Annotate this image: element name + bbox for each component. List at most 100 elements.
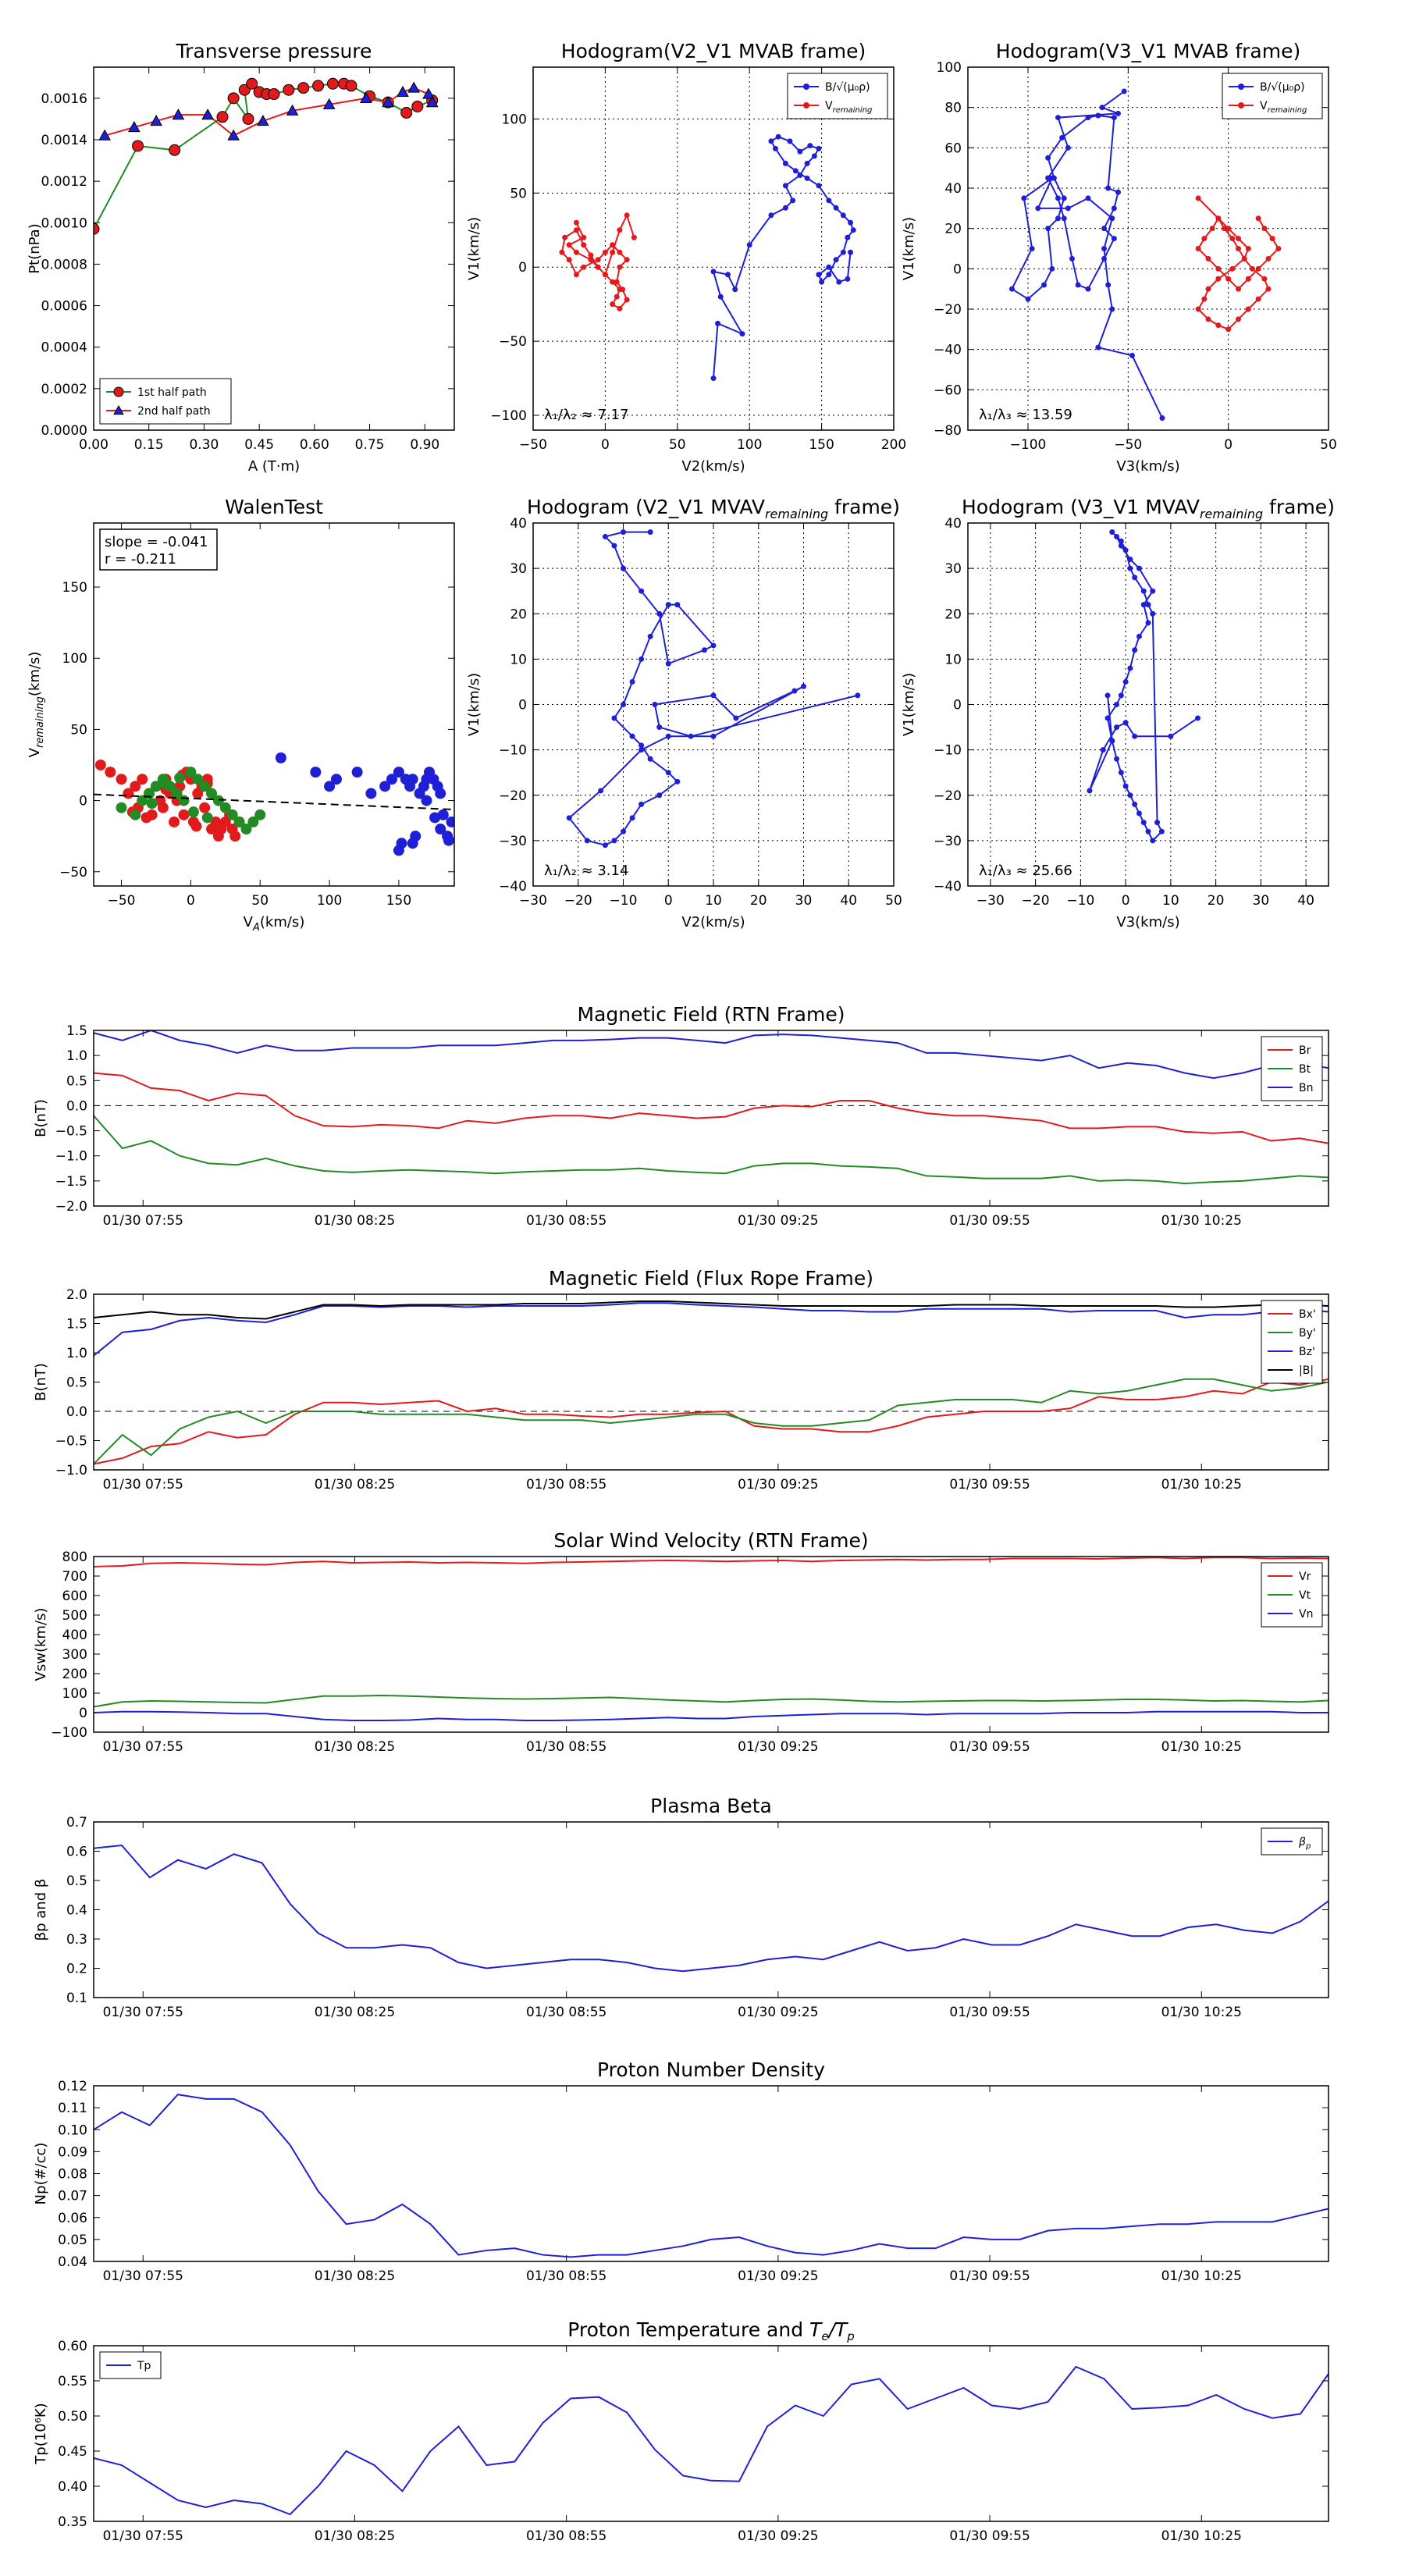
x-tick-label: 0.30 <box>189 437 219 453</box>
plot-area <box>94 2094 1329 2258</box>
data-point <box>1114 724 1120 731</box>
plot-frame <box>93 2345 1329 2522</box>
y-tick-label: 0 <box>79 794 87 809</box>
y-tick-label: 0.0 <box>66 1404 87 1420</box>
data-point <box>1121 88 1127 94</box>
y-tick-label: 1.0 <box>66 1346 87 1361</box>
data-point <box>584 838 590 844</box>
data-point <box>247 816 259 827</box>
y-tick-label: 0.06 <box>58 2211 87 2226</box>
data-point <box>624 257 630 263</box>
data-point <box>254 809 266 820</box>
y-tick-label: 100 <box>62 651 87 667</box>
legend-label: Tp <box>137 2360 151 2372</box>
data-point <box>1127 665 1133 671</box>
data-point <box>595 264 601 270</box>
data-point <box>845 276 851 282</box>
data-point <box>790 197 796 204</box>
y-tick-label: −100 <box>51 1725 87 1741</box>
plot-area <box>94 77 439 235</box>
series-vt <box>94 1694 1329 1708</box>
x-tick-label: 0.60 <box>300 437 329 453</box>
y-axis-label: Vsw(km/s) <box>33 1608 49 1681</box>
data-point <box>710 733 717 739</box>
data-point <box>171 788 183 799</box>
plot-frame <box>93 1821 1329 1998</box>
data-point <box>94 760 106 770</box>
data-point <box>715 320 721 326</box>
data-point <box>1215 215 1222 222</box>
legend-item: By' <box>1268 1327 1316 1340</box>
data-point <box>1065 205 1071 212</box>
data-point <box>1236 236 1241 242</box>
data-point <box>647 633 653 639</box>
data-point <box>638 656 645 662</box>
data-point <box>768 138 774 144</box>
y-tick-label: 100 <box>62 1686 87 1702</box>
data-point <box>1132 733 1138 739</box>
y-tick-label: 500 <box>62 1608 87 1624</box>
data-point <box>105 767 116 778</box>
data-point <box>848 249 854 255</box>
x-tick-label: 30 <box>1253 893 1270 909</box>
x-tick-label: 01/30 07:55 <box>103 1739 183 1755</box>
x-tick-label: 01/30 08:55 <box>526 2268 606 2284</box>
x-tick-label: 01/30 08:55 <box>526 2005 606 2020</box>
data-point <box>811 153 817 159</box>
data-point <box>229 831 241 842</box>
data-point <box>1140 820 1147 826</box>
data-point <box>562 234 568 240</box>
x-tick-label: 0.75 <box>355 437 385 453</box>
legend-label: Bz' <box>1299 1346 1315 1358</box>
data-point <box>310 767 322 778</box>
series-line <box>94 1302 1329 1357</box>
data-point <box>581 264 587 270</box>
data-point <box>1150 838 1156 844</box>
series-line <box>94 1378 1329 1465</box>
x-tick-label: 01/30 09:55 <box>949 1213 1030 1229</box>
data-point <box>174 772 186 784</box>
data-point <box>611 715 617 721</box>
x-tick-label: 01/30 08:55 <box>526 1739 606 1755</box>
x-tick-label: 01/30 10:25 <box>1161 1739 1242 1755</box>
data-point <box>1236 286 1241 292</box>
data-point <box>629 815 635 821</box>
data-point <box>1114 702 1120 707</box>
legend-label: Br <box>1299 1044 1311 1057</box>
data-point <box>1229 236 1236 242</box>
data-point <box>772 145 778 151</box>
y-tick-label: 800 <box>62 1550 87 1565</box>
series-line <box>712 136 855 379</box>
data-point <box>1059 134 1065 141</box>
data-point <box>598 788 604 794</box>
data-point <box>1029 246 1035 251</box>
series-v-remaining <box>559 212 637 311</box>
legend-label: Bx' <box>1299 1308 1316 1321</box>
legend-item: Bx' <box>1268 1308 1316 1321</box>
y-tick-label: 30 <box>944 561 962 577</box>
data-point <box>140 812 152 824</box>
y-tick-label: −0.5 <box>55 1434 87 1450</box>
chart-magnetic-field-flux-rope: Magnetic Field (Flux Rope Frame) 01/30 07… <box>33 1267 1329 1493</box>
data-point <box>1122 783 1129 789</box>
data-point <box>1061 195 1067 201</box>
series-line <box>94 1030 1329 1080</box>
data-point <box>1104 692 1111 699</box>
plot-frame <box>93 1556 1329 1733</box>
data-point <box>732 286 738 293</box>
data-point <box>1205 316 1211 322</box>
y-tick-label: −20 <box>499 788 527 804</box>
y-tick-label: 0.0002 <box>41 382 87 397</box>
data-point <box>242 112 254 125</box>
series--b- <box>94 1300 1329 1320</box>
y-tick-label: 0.0008 <box>41 257 87 272</box>
data-point <box>1168 733 1174 739</box>
data-point <box>782 183 788 189</box>
legend-label: B/√(μ₀ρ) <box>1260 81 1305 94</box>
data-point <box>610 279 616 285</box>
legend-label: Bt <box>1299 1063 1311 1076</box>
legend-label: Vr <box>1299 1571 1311 1583</box>
data-point <box>1209 226 1215 232</box>
x-tick-label: 50 <box>251 893 269 909</box>
y-axis-label: Tp(10⁶K) <box>33 2403 49 2464</box>
